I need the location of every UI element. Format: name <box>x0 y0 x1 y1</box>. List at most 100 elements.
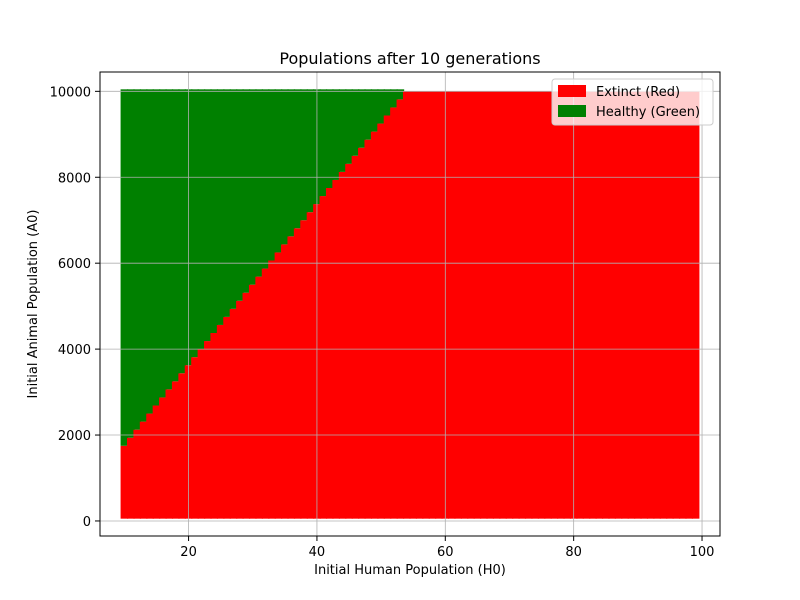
mark-healthy-h28 <box>236 89 244 301</box>
mark-extinct-h87 <box>614 91 623 519</box>
mark-extinct-h90 <box>634 91 642 519</box>
mark-healthy-h47 <box>358 89 366 148</box>
mark-extinct-h96 <box>672 91 681 519</box>
mark-extinct-h41 <box>319 196 328 519</box>
mark-extinct-h54 <box>402 91 411 519</box>
mark-healthy-h12 <box>133 89 142 430</box>
mark-extinct-h47 <box>358 147 366 519</box>
mark-extinct-h63 <box>460 91 469 519</box>
mark-extinct-h21 <box>191 357 199 519</box>
mark-extinct-h52 <box>390 107 398 519</box>
mark-healthy-h38 <box>300 89 308 221</box>
mark-extinct-h64 <box>467 91 475 519</box>
mark-extinct-h32 <box>261 268 270 519</box>
mark-healthy-h23 <box>204 89 212 342</box>
mark-extinct-h26 <box>223 316 231 519</box>
mark-extinct-h94 <box>659 91 668 519</box>
mark-extinct-h99 <box>691 91 700 519</box>
mark-healthy-h27 <box>229 89 238 309</box>
mark-extinct-h17 <box>165 389 174 519</box>
mark-extinct-h85 <box>601 91 610 519</box>
mark-extinct-h42 <box>325 188 334 519</box>
axes-frame <box>99 71 721 537</box>
mark-extinct-h33 <box>268 260 276 519</box>
legend-label-extinct: Extinct (Red) <box>596 85 680 100</box>
mark-extinct-h65 <box>473 91 482 519</box>
mark-extinct-h74 <box>531 91 539 519</box>
mark-extinct-h12 <box>133 429 142 519</box>
y-tick-label: 2000 <box>58 429 91 444</box>
mark-extinct-h15 <box>152 405 161 519</box>
mark-extinct-h10 <box>120 445 129 519</box>
mark-extinct-h91 <box>640 91 649 519</box>
mark-extinct-h82 <box>582 91 591 519</box>
mark-healthy-h49 <box>370 89 379 132</box>
x-tick-label: 100 <box>690 545 715 560</box>
mark-healthy-h17 <box>165 89 174 390</box>
mark-extinct-h38 <box>300 220 308 519</box>
y-tick-label: 0 <box>83 515 91 530</box>
mark-extinct-h67 <box>486 91 495 519</box>
mark-healthy-h48 <box>364 89 373 140</box>
mark-healthy-h44 <box>338 89 347 172</box>
mark-healthy-h16 <box>159 89 167 398</box>
y-tick-label: 8000 <box>58 171 91 186</box>
mark-extinct-h34 <box>274 252 283 519</box>
mark-extinct-h69 <box>499 91 507 519</box>
mark-extinct-h77 <box>550 91 559 519</box>
mark-extinct-h55 <box>409 91 418 519</box>
mark-healthy-h29 <box>242 89 251 293</box>
legend-box <box>551 78 714 126</box>
legend-label-healthy: Healthy (Green) <box>596 105 700 120</box>
mark-extinct-h19 <box>178 373 186 519</box>
mark-extinct-h95 <box>666 91 674 519</box>
mark-healthy-h42 <box>325 89 334 188</box>
plot-region <box>99 71 721 537</box>
mark-extinct-h11 <box>127 437 135 519</box>
data-marks <box>120 89 700 519</box>
mark-extinct-h93 <box>653 91 661 519</box>
mark-extinct-h28 <box>236 300 244 519</box>
mark-healthy-h13 <box>139 89 148 422</box>
mark-extinct-h58 <box>428 91 437 519</box>
mark-healthy-h43 <box>332 89 340 180</box>
mark-healthy-h15 <box>152 89 161 406</box>
mark-extinct-h31 <box>255 276 263 519</box>
mark-healthy-h45 <box>345 89 353 164</box>
y-axis-label: Initial Animal Population (A0) <box>26 210 41 399</box>
mark-extinct-h46 <box>351 155 360 519</box>
mark-healthy-h53 <box>396 89 405 100</box>
x-axis-ticks: 20 40 60 80 100 <box>180 536 714 560</box>
mark-healthy-h51 <box>383 89 392 116</box>
mark-healthy-h19 <box>178 89 186 374</box>
legend: Extinct (Red) Healthy (Green) <box>551 78 714 126</box>
mark-extinct-h29 <box>242 292 251 519</box>
mark-extinct-h56 <box>415 91 424 519</box>
mark-extinct-h44 <box>338 171 347 519</box>
mark-extinct-h37 <box>293 228 302 519</box>
mark-healthy-h18 <box>171 89 180 382</box>
mark-healthy-h34 <box>274 89 283 253</box>
mark-extinct-h62 <box>454 91 462 519</box>
legend-swatch-healthy <box>558 105 586 117</box>
mark-extinct-h18 <box>171 381 180 519</box>
mark-extinct-h84 <box>595 91 604 519</box>
x-tick-label: 80 <box>565 545 582 560</box>
x-tick-label: 60 <box>437 545 454 560</box>
mark-extinct-h89 <box>627 91 636 519</box>
mark-extinct-h30 <box>248 284 257 519</box>
y-axis-ticks: 0 2000 4000 6000 8000 10000 <box>50 85 100 530</box>
x-tick-label: 20 <box>180 545 197 560</box>
mark-extinct-h83 <box>589 91 597 519</box>
mark-healthy-h21 <box>191 89 199 358</box>
mark-extinct-h70 <box>505 91 514 519</box>
mark-healthy-h22 <box>197 89 206 350</box>
mark-extinct-h98 <box>685 91 693 519</box>
mark-extinct-h14 <box>146 413 154 519</box>
mark-healthy-h26 <box>223 89 231 317</box>
mark-healthy-h32 <box>261 89 270 269</box>
mark-extinct-h66 <box>480 91 488 519</box>
y-tick-label: 4000 <box>58 343 91 358</box>
mark-extinct-h48 <box>364 139 373 519</box>
mark-healthy-h52 <box>390 89 398 108</box>
